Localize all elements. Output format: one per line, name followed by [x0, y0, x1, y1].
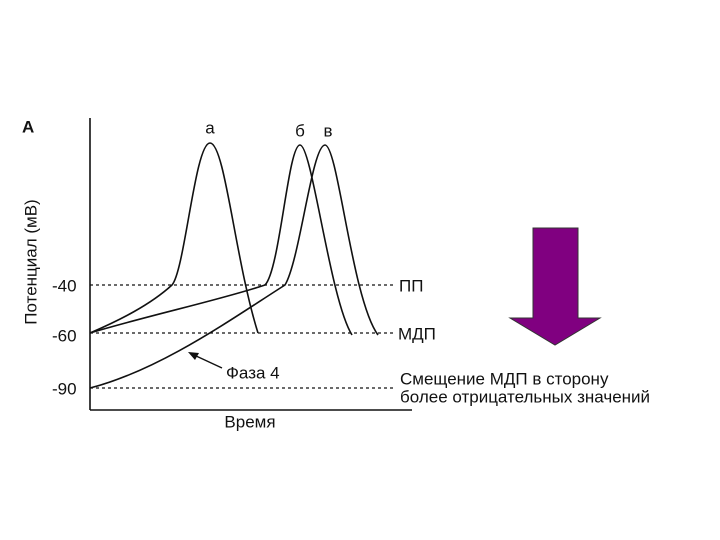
shift-arrow [508, 227, 602, 346]
x-axis-label: Время [224, 412, 275, 431]
caption-line: Смещение МДП в сторону [400, 369, 609, 388]
pointer [193, 354, 223, 369]
panel-label: А [22, 117, 34, 136]
curve [89, 142, 259, 334]
curve [89, 144, 353, 336]
pointer-head [188, 352, 199, 360]
level-label: ПП [399, 276, 423, 295]
curve-label: б [295, 121, 305, 140]
y-tick-label: -90 [52, 379, 77, 398]
level-label: МДП [398, 324, 436, 343]
curve [89, 144, 379, 389]
annotation: Фаза 4 [226, 363, 280, 382]
curve-label: в [323, 121, 332, 140]
y-tick-label: -40 [52, 276, 77, 295]
curve-label: а [205, 118, 215, 137]
y-tick-label: -60 [52, 326, 77, 345]
caption-line: более отрицательных значений [400, 387, 650, 406]
y-axis-label: Потенциал (мВ) [21, 199, 40, 324]
